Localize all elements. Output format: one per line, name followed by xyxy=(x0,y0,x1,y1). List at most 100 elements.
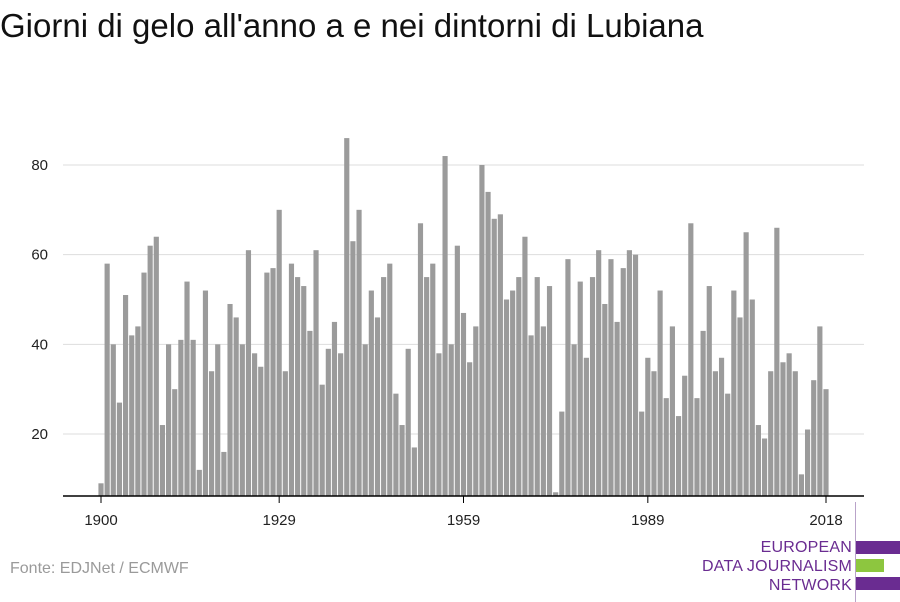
bar-1962 xyxy=(479,165,485,496)
x-tick-label-1959: 1959 xyxy=(447,512,480,529)
bar-1980 xyxy=(589,277,596,496)
bar-2015 xyxy=(804,429,811,496)
bar-2007 xyxy=(755,425,761,496)
bar-1985 xyxy=(620,268,626,496)
bar-1937 xyxy=(325,348,331,496)
bar-1901 xyxy=(104,263,110,496)
bar-1918 xyxy=(209,371,215,496)
bar-1925 xyxy=(252,353,258,496)
bar-1907 xyxy=(141,272,147,496)
bar-1957 xyxy=(448,344,454,496)
bar-2018 xyxy=(823,389,829,496)
bar-1910 xyxy=(159,425,166,496)
bar-1974 xyxy=(553,492,559,496)
y-tick-label-60: 60 xyxy=(31,247,48,264)
bar-1966 xyxy=(503,299,510,496)
bar-1964 xyxy=(491,218,497,497)
chart-title: Giorni di gelo all'anno a e nei dintorni… xyxy=(0,7,704,44)
logo-line-1: EUROPEAN xyxy=(760,539,852,556)
bar-1992 xyxy=(663,398,669,496)
bar-2016 xyxy=(811,380,817,496)
x-tick-labels: 1900 1929 1959 1989 2018 xyxy=(84,512,842,529)
logo-bar-green xyxy=(856,559,884,572)
bar-1999 xyxy=(706,286,712,496)
bar-1913 xyxy=(178,339,184,496)
source-note: Fonte: EDJNet / ECMWF xyxy=(10,560,189,577)
y-tick-label-20: 20 xyxy=(31,426,48,443)
bar-1971 xyxy=(534,277,540,496)
bar-2017 xyxy=(817,326,823,496)
bar-1939 xyxy=(338,353,344,496)
bar-1955 xyxy=(436,353,442,496)
bar-2013 xyxy=(792,371,798,496)
bar-1963 xyxy=(485,191,491,496)
bar-1938 xyxy=(331,321,338,496)
edjnet-logo: EUROPEAN DATA JOURNALISM NETWORK xyxy=(700,502,900,602)
bar-1998 xyxy=(700,330,706,496)
bar-1940 xyxy=(344,138,350,496)
bar-1973 xyxy=(546,286,553,496)
bar-1982 xyxy=(602,303,608,496)
bar-1902 xyxy=(110,344,116,496)
bar-2003 xyxy=(731,290,737,496)
bar-2004 xyxy=(737,317,743,496)
logo-line-2: DATA JOURNALISM xyxy=(702,558,852,575)
bar-1968 xyxy=(516,277,522,496)
bar-2008 xyxy=(761,438,768,496)
bar-1954 xyxy=(430,263,436,496)
bar-2005 xyxy=(743,232,749,496)
bar-1975 xyxy=(559,411,565,496)
bar-1912 xyxy=(172,389,178,496)
bar-1951 xyxy=(411,447,417,496)
bar-1956 xyxy=(442,156,448,497)
bar-1905 xyxy=(129,335,135,496)
bar-2009 xyxy=(768,371,774,496)
bar-1943 xyxy=(362,344,368,496)
bar-1983 xyxy=(608,259,614,496)
bar-1916 xyxy=(196,469,202,496)
bar-1993 xyxy=(669,326,675,496)
bar-1900 xyxy=(98,483,104,496)
bar-1947 xyxy=(387,263,393,496)
bar-1996 xyxy=(688,223,694,497)
logo-bar-purple-top xyxy=(856,541,900,554)
bar-1970 xyxy=(528,335,534,496)
bar-1995 xyxy=(682,375,688,496)
bar-1986 xyxy=(626,250,632,496)
bar-1965 xyxy=(497,214,503,497)
bar-2002 xyxy=(725,393,731,496)
bar-1920 xyxy=(221,451,227,496)
bar-1979 xyxy=(583,357,589,496)
bar-1915 xyxy=(190,339,196,496)
bar-1945 xyxy=(374,317,381,496)
logo-line-3: NETWORK xyxy=(768,577,852,594)
bar-1991 xyxy=(657,290,663,496)
bar-1935 xyxy=(313,250,319,496)
bar-1927 xyxy=(264,272,270,496)
bar-1933 xyxy=(301,286,307,496)
bar-1959 xyxy=(460,312,467,496)
bar-2014 xyxy=(798,474,805,496)
y-tick-labels: 20 40 60 80 xyxy=(31,157,48,443)
bar-1914 xyxy=(184,281,190,496)
x-tick-label-1929: 1929 xyxy=(262,512,295,529)
bar-1989 xyxy=(645,357,651,496)
bar-1921 xyxy=(227,303,233,496)
bar-1977 xyxy=(571,344,577,496)
bar-1941 xyxy=(350,241,356,496)
bar-1981 xyxy=(596,250,602,496)
bar-2012 xyxy=(786,353,792,496)
bar-1923 xyxy=(239,344,245,496)
x-tick-label-1989: 1989 xyxy=(631,512,664,529)
bar-1906 xyxy=(135,326,141,496)
bar-1978 xyxy=(577,281,583,496)
bar-1917 xyxy=(202,290,209,496)
bar-1930 xyxy=(282,371,288,496)
bar-2006 xyxy=(749,299,755,496)
bar-1919 xyxy=(215,344,221,496)
x-tick-label-1900: 1900 xyxy=(84,512,117,529)
bar-1909 xyxy=(153,236,159,496)
bar-1942 xyxy=(356,209,362,497)
bar-1944 xyxy=(368,290,374,496)
